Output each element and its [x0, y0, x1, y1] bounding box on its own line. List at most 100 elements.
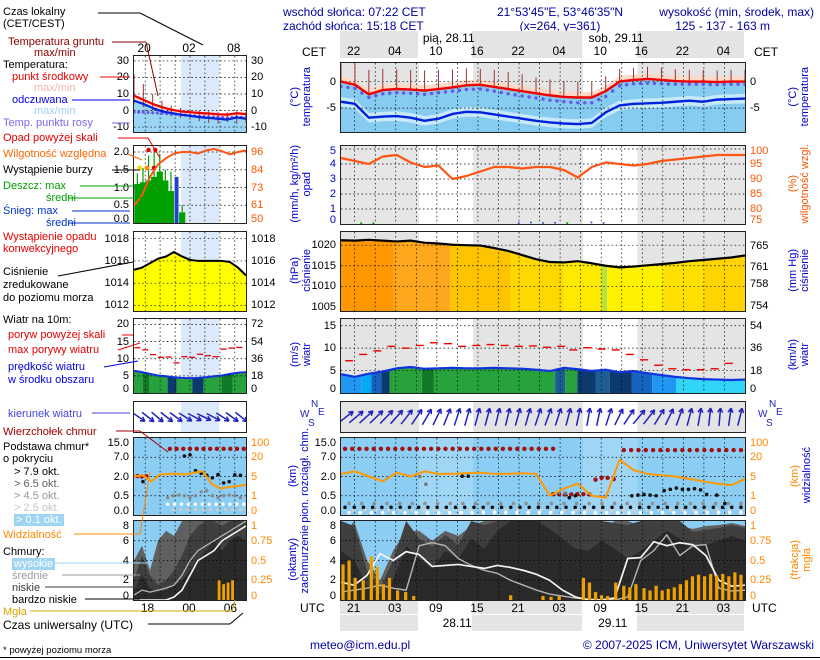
- tick-label: 72: [251, 318, 264, 331]
- bottom-rule: [0, 657, 820, 658]
- legend-item: zredukowane: [3, 279, 69, 291]
- legend-item: odczuwana: [12, 94, 68, 106]
- tick-label: 15.0: [107, 437, 129, 449]
- axis-tick-label: 04: [552, 44, 566, 58]
- tick-label: 1012: [104, 299, 129, 312]
- tick-label: 0: [750, 590, 757, 602]
- tick-label: 1016: [104, 254, 129, 267]
- tick-label: 1: [750, 489, 757, 502]
- date-label: 29.11: [598, 616, 628, 630]
- tick-label: 4: [329, 554, 336, 567]
- ylabel-temperature-right: (°C) temperatura: [787, 66, 811, 127]
- legend-item: Opad powyżej skali: [3, 132, 98, 144]
- legend-item: wysokie: [12, 558, 56, 570]
- tick-label: 0.5: [750, 554, 766, 567]
- legend-item: Wiatr na 10m:: [3, 314, 72, 326]
- tick-label: 10: [116, 352, 129, 365]
- tick-label: 765: [750, 239, 769, 252]
- legend-item: Chmury:: [3, 546, 45, 558]
- night-band: [472, 44, 582, 58]
- copyright-text: © 2007-2025 ICM, Uniwersytet Warszawski: [582, 638, 814, 652]
- tick-label: 100: [750, 437, 769, 449]
- legend-item: Wystąpienie burzy: [3, 164, 93, 176]
- axis-tick-label: 03: [716, 601, 731, 615]
- tick-label: 2.0: [320, 470, 336, 483]
- grid-point-text: (x=264, y=361): [519, 19, 601, 33]
- ylabel-wind-right: (km/h) wiatr: [787, 339, 811, 371]
- tick-label: 5: [750, 470, 757, 483]
- night-band: [340, 615, 418, 631]
- tick-label: 758: [750, 277, 769, 290]
- tick-label: 96: [251, 146, 264, 159]
- cet-axis-row: 22 04 10 16 22 04 10 16 22 04: [340, 44, 744, 58]
- night-band: [636, 615, 744, 631]
- panel-wind-direction: [340, 401, 746, 433]
- tick-label: 0.25: [750, 574, 772, 587]
- mini-panel-wind: 20 15 10 5 0 72 54 36 18 0: [117, 318, 263, 395]
- axis-tick-label: 18: [140, 601, 155, 615]
- night-band: [340, 31, 418, 44]
- legend-item: Czas lokalny: [3, 6, 66, 18]
- panel-wind: 15 10 5 0 54 36 18 0: [324, 318, 762, 395]
- axis-tick-label: 04: [388, 44, 402, 58]
- tick-label: 0.0: [113, 505, 129, 517]
- tick-label: 1005: [311, 300, 336, 313]
- tick-label: 36: [251, 352, 264, 365]
- legend-item: prędkość wiatru: [8, 361, 86, 373]
- tick-label: 36: [750, 342, 763, 355]
- tick-label: 0: [750, 75, 757, 88]
- tick-label: 1014: [251, 277, 276, 290]
- tick-label: 84: [251, 163, 264, 176]
- tick-label: 2: [329, 574, 336, 587]
- legend-item: o pokryciu: [3, 453, 54, 465]
- contact-email-link[interactable]: meteo@icm.edu.pl: [310, 638, 411, 652]
- legend-item: kierunek wiatru: [8, 408, 82, 420]
- tick-label: 1015: [311, 259, 336, 272]
- legend-item: Podstawa chmur*: [3, 441, 90, 453]
- axis-tick-label: 22: [347, 44, 361, 58]
- axis-tick-label: 21: [511, 601, 525, 615]
- axis-tick-label: 09: [429, 601, 443, 615]
- legend-item: punkt środkowy: [12, 71, 89, 83]
- night-band: [472, 615, 582, 631]
- mini-panel-temperature: 30 20 10 0 -10 30 20 10 0 -10: [113, 55, 267, 133]
- tick-label: 30: [116, 55, 129, 67]
- tick-label: 0: [251, 590, 258, 602]
- legend-item: max porywy wiatru: [8, 344, 100, 356]
- tick-label: 5: [122, 369, 129, 382]
- axis-tick-label: 15: [470, 601, 484, 615]
- ylabel-humidity-right: (%) wilgotność wzgl.: [787, 144, 811, 224]
- ylabel-cloud-cover-left: (oktanty) zachmurzenie: [287, 525, 311, 594]
- tick-label: 0: [329, 383, 336, 395]
- panel-cloud-extent-visibility: 15.0 7.0 2.0 0.5 0.0 100 20 5 1 0: [315, 437, 768, 517]
- tick-label: 85: [750, 188, 763, 200]
- legend-item: w środku obszaru: [8, 374, 95, 386]
- tick-label: 20: [251, 71, 264, 84]
- mini-panel-cloud-extent: 15.0 7.0 2.0 0.5 0.0 100 20 5 1 0: [108, 437, 269, 517]
- axis-tick-label: 03: [388, 601, 402, 615]
- tick-label: 761: [750, 261, 769, 274]
- legend-item: * powyżej poziomu morza: [3, 645, 112, 656]
- coordinates-text: 21°53'45"E, 53°46'35"N: [496, 5, 624, 19]
- ylabel-temperature-left: (°C) temperatura: [289, 66, 313, 127]
- legend-item: max/min: [34, 47, 76, 59]
- tick-label: 18: [251, 369, 264, 382]
- utc-corner-left: UTC: [300, 601, 325, 615]
- legend-item: > 0.1 okt.: [14, 514, 64, 526]
- tick-label: -10: [251, 121, 267, 134]
- tick-label: 8: [122, 520, 129, 532]
- ylabel-cloud-extent-left: (km) pion. rozciągł. chm.: [287, 428, 311, 523]
- night-band: [472, 601, 582, 614]
- tick-label: 1012: [251, 299, 276, 312]
- axis-tick-label: 21: [347, 601, 361, 615]
- tick-label: 75: [750, 214, 763, 226]
- tick-label: 54: [750, 319, 763, 332]
- tick-label: 90: [750, 173, 763, 185]
- tick-label: 1018: [104, 232, 129, 245]
- legend-item: (CET/CEST): [3, 18, 65, 30]
- legend-item: Wierzchołek chmur: [3, 426, 97, 438]
- axis-tick-label: 21: [675, 601, 690, 615]
- day-label: pią, 28.11: [422, 31, 475, 45]
